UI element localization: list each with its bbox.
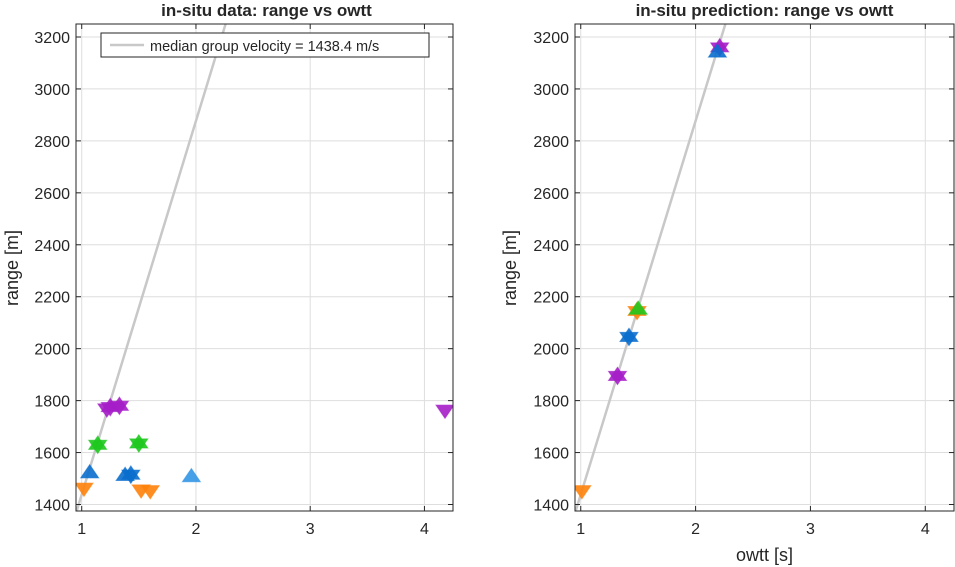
data-point: [128, 433, 149, 454]
data-point: [76, 482, 94, 498]
data-point: [707, 42, 728, 58]
x-tick-label: 2: [691, 521, 700, 538]
data-point: [181, 467, 202, 483]
y-tick-label: 2000: [533, 342, 569, 359]
data-point: [140, 485, 161, 500]
y-tick-label: 3200: [533, 30, 569, 47]
plot-area: 1 2 3 4 1400 1600 1800 2000 2200 2400 2600 2800 3000…: [34, 23, 454, 538]
data-point: [435, 404, 453, 420]
chart-title: in-situ data: range vs owtt: [161, 1, 372, 20]
x-tick-label: 3: [806, 521, 815, 538]
chart-range-vs-owtt-data: in-situ data: range vs owtt range [m] 1 2…: [2, 1, 454, 538]
chart-title: in-situ prediction: range vs owtt: [636, 1, 894, 20]
y-axis-label: range [m]: [2, 230, 22, 306]
x-tick-label: 1: [77, 521, 86, 538]
data-point: [79, 463, 100, 479]
axes-box: [75, 23, 454, 512]
y-tick-label: 2400: [34, 238, 70, 255]
x-tick-label: 4: [420, 521, 429, 538]
y-tick-label: 2600: [533, 186, 569, 203]
y-tick-label: 1400: [533, 498, 569, 515]
data-point: [628, 300, 649, 315]
y-tick-label: 3200: [34, 30, 70, 47]
x-axis-label: owtt [s]: [736, 545, 793, 565]
y-tick-label: 2800: [34, 134, 70, 151]
y-tick-label: 2000: [34, 342, 70, 359]
data-point: [87, 435, 108, 455]
y-tick-label: 2800: [533, 134, 569, 151]
velocity-fit-line: [76, 24, 227, 511]
y-tick-label: 2400: [533, 238, 569, 255]
axes-box: [574, 23, 955, 512]
data-layer: [76, 24, 453, 511]
y-tick-label: 1600: [533, 446, 569, 463]
y-tick-label: 1800: [533, 394, 569, 411]
data-point: [575, 485, 592, 500]
data-layer: [575, 24, 730, 511]
x-tick-label: 4: [921, 521, 930, 538]
chart-range-vs-owtt-prediction: in-situ prediction: range vs owtt range …: [500, 1, 955, 565]
legend-box: [100, 32, 430, 58]
plot-area: 1 2 3 4 1400 1600 1800 2000 2200 2400 2600 2800 3000…: [533, 23, 955, 538]
y-tick-label: 2600: [34, 186, 70, 203]
data-point: [607, 366, 628, 386]
y-tick-label: 1400: [34, 498, 70, 515]
x-tick-label: 1: [576, 521, 585, 538]
y-tick-label: 2200: [34, 290, 70, 307]
legend-entry: median group velocity = 1438.4 m/s: [150, 39, 379, 55]
x-tick-label: 3: [306, 521, 315, 538]
data-point: [115, 466, 136, 481]
y-tick-label: 1600: [34, 446, 70, 463]
y-tick-label: 2200: [533, 290, 569, 307]
legend: median group velocity = 1438.4 m/s: [100, 32, 430, 58]
y-tick-label: 1800: [34, 394, 70, 411]
y-tick-label: 3000: [34, 82, 70, 99]
y-axis-label: range [m]: [500, 230, 520, 306]
x-tick-label: 2: [192, 521, 201, 538]
data-point: [96, 403, 117, 418]
data-point: [619, 327, 639, 347]
y-tick-label: 3000: [533, 82, 569, 99]
